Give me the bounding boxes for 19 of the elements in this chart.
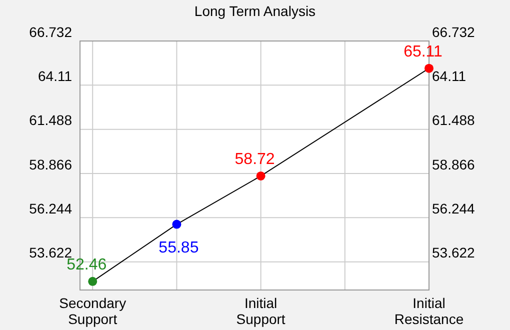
y-tick-label: 58.866 xyxy=(29,156,72,172)
y2-tick-label: 53.622 xyxy=(432,244,476,261)
y-tick-label: 56.244 xyxy=(29,200,72,216)
data-label: 52.46 xyxy=(66,256,107,274)
y-tick-label: 66.732 xyxy=(29,24,72,40)
data-label: 65.11 xyxy=(404,43,443,60)
data-label: 55.85 xyxy=(158,239,199,256)
data-label: 58.72 xyxy=(234,150,275,168)
x-tick-label: Secondary Support xyxy=(59,295,126,327)
y2-tick-label: 58.866 xyxy=(432,156,476,172)
y-tick-label: 64.11 xyxy=(38,68,72,84)
chart-title: Long Term Analysis xyxy=(194,3,316,19)
y2-tick-label: 64.11 xyxy=(432,68,466,84)
y2-tick-label: 61.488 xyxy=(432,112,476,128)
x-tick-label: Initial Resistance xyxy=(394,295,464,327)
y2-tick-label: 66.732 xyxy=(432,24,476,40)
x-tick-label: Initial Support xyxy=(236,295,286,327)
y-tick-label: 61.488 xyxy=(29,112,72,128)
y2-tick-label: 56.244 xyxy=(432,200,476,216)
